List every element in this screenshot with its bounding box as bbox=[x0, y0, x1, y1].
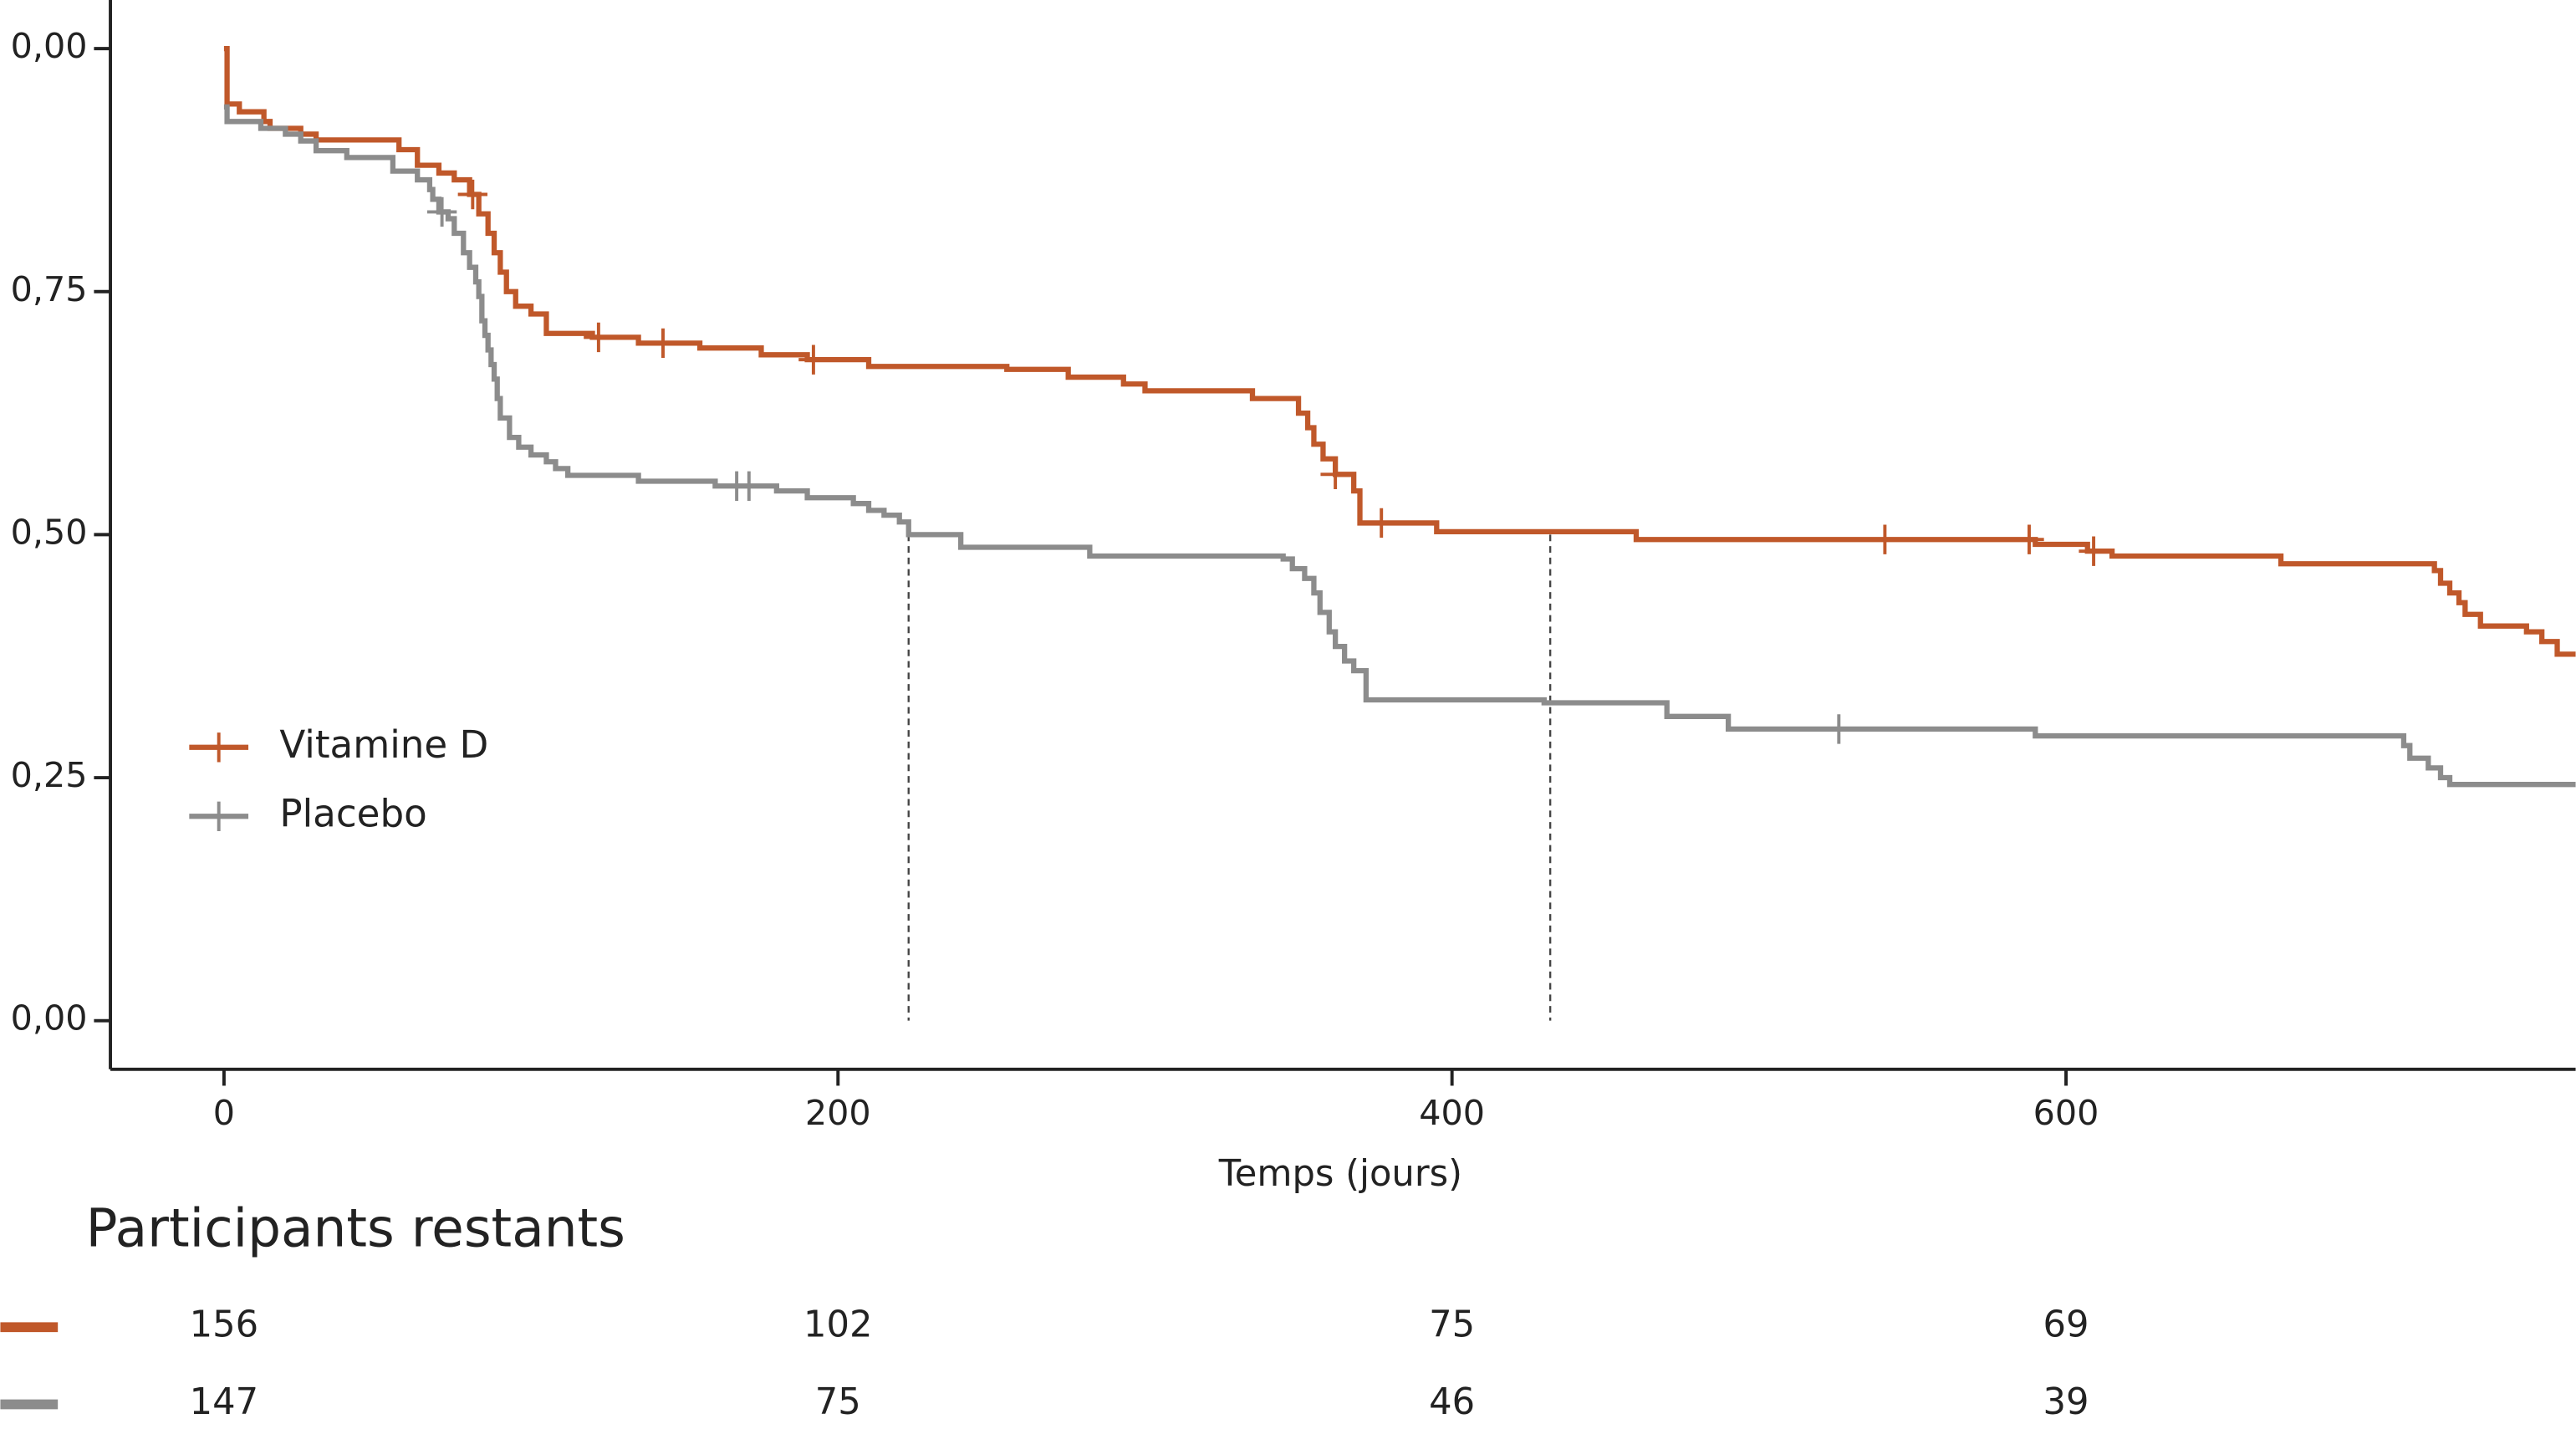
censor-mark bbox=[426, 196, 457, 227]
y-tick-label: 0,75 bbox=[11, 269, 88, 309]
censor-mark bbox=[584, 322, 614, 353]
risk-count: 69 bbox=[2043, 1304, 2089, 1346]
censor-mark bbox=[1824, 714, 1854, 744]
censor-mark bbox=[648, 328, 678, 359]
risk-table-title: Participants restants bbox=[86, 1197, 625, 1258]
legend-marker bbox=[204, 732, 234, 763]
survival-curve bbox=[223, 45, 2576, 657]
x-tick-label: 0 bbox=[213, 1093, 235, 1133]
censor-mark bbox=[1320, 459, 1350, 490]
y-tick-label: 0,00 bbox=[11, 26, 88, 66]
censor-mark bbox=[2014, 524, 2044, 554]
censor-mark bbox=[2079, 536, 2109, 566]
censor-mark bbox=[1366, 508, 1396, 538]
risk-count: 39 bbox=[2043, 1381, 2089, 1423]
censor-mark bbox=[734, 471, 764, 501]
legend-label: Vitamine D bbox=[279, 722, 488, 767]
legend-marker bbox=[204, 801, 234, 831]
risk-count: 75 bbox=[1429, 1304, 1475, 1346]
y-tick-label: 0,00 bbox=[11, 998, 88, 1039]
censor-mark bbox=[798, 344, 829, 375]
risk-count: 75 bbox=[815, 1381, 861, 1423]
x-tick-label: 200 bbox=[805, 1093, 871, 1133]
x-tick-label: 600 bbox=[2033, 1093, 2099, 1133]
y-tick-label: 0,50 bbox=[11, 512, 88, 552]
risk-count: 147 bbox=[190, 1381, 258, 1423]
risk-count: 46 bbox=[1429, 1381, 1475, 1423]
censor-mark bbox=[457, 179, 488, 210]
risk-count: 102 bbox=[803, 1304, 872, 1346]
censor-mark bbox=[1870, 524, 1900, 554]
legend-label: Placebo bbox=[279, 791, 426, 835]
x-axis-label: Temps (jours) bbox=[1218, 1153, 1462, 1195]
y-tick-label: 0,25 bbox=[11, 755, 88, 795]
survival-curve bbox=[223, 104, 2576, 788]
risk-count: 156 bbox=[190, 1304, 258, 1346]
x-tick-label: 400 bbox=[1419, 1093, 1485, 1133]
